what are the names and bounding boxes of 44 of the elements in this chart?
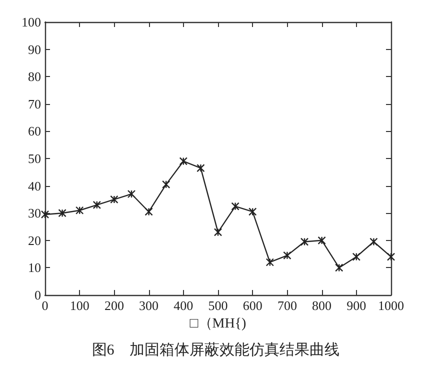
x-tick-label: 100: [70, 298, 90, 313]
point: [127, 190, 136, 198]
y-tick-label: 20: [28, 232, 41, 248]
x-tick-label: 700: [277, 298, 297, 313]
text: 图6 加固箱体屏蔽效能仿真结果曲线: [92, 342, 340, 358]
point: [318, 236, 326, 244]
x-tick-label: 800: [312, 298, 332, 313]
point: [214, 228, 222, 236]
y-tick-label: 80: [28, 69, 41, 84]
y-tick-label: 50: [28, 151, 41, 166]
point: [335, 264, 344, 272]
point: [110, 195, 118, 204]
point: [40, 210, 50, 219]
point: [352, 252, 360, 261]
point: [283, 251, 292, 260]
y-tick-label: 70: [28, 96, 41, 112]
y-tick-label: 60: [28, 124, 41, 139]
point: [76, 206, 84, 214]
point: [266, 258, 274, 266]
point: [300, 238, 309, 246]
x-tick-label: 900: [346, 298, 366, 313]
point: [92, 200, 101, 210]
y-tick-label: 10: [28, 260, 41, 276]
point: [386, 252, 396, 261]
y-tick-label: 40: [28, 178, 41, 194]
point: [179, 157, 188, 166]
x-tick-label: 300: [139, 298, 159, 313]
point: [248, 208, 257, 216]
x-tick-label: 600: [242, 298, 262, 313]
point: [162, 180, 170, 189]
point: [196, 164, 205, 172]
x-tick-label: 200: [104, 298, 124, 313]
x-tick-label: 1000: [378, 298, 404, 313]
point: [231, 202, 240, 210]
y-tick-label: 90: [28, 42, 41, 57]
y-tick-label: 30: [28, 206, 41, 221]
point: [58, 209, 66, 218]
x-axis-title: □（MH{): [190, 316, 247, 332]
point: [370, 238, 378, 246]
x-tick-label: 400: [174, 298, 194, 313]
x-tick-label: 500: [208, 298, 228, 313]
y-tick-label: 0: [34, 288, 41, 302]
y-tick-label: 100: [22, 14, 41, 30]
point: [144, 208, 153, 216]
